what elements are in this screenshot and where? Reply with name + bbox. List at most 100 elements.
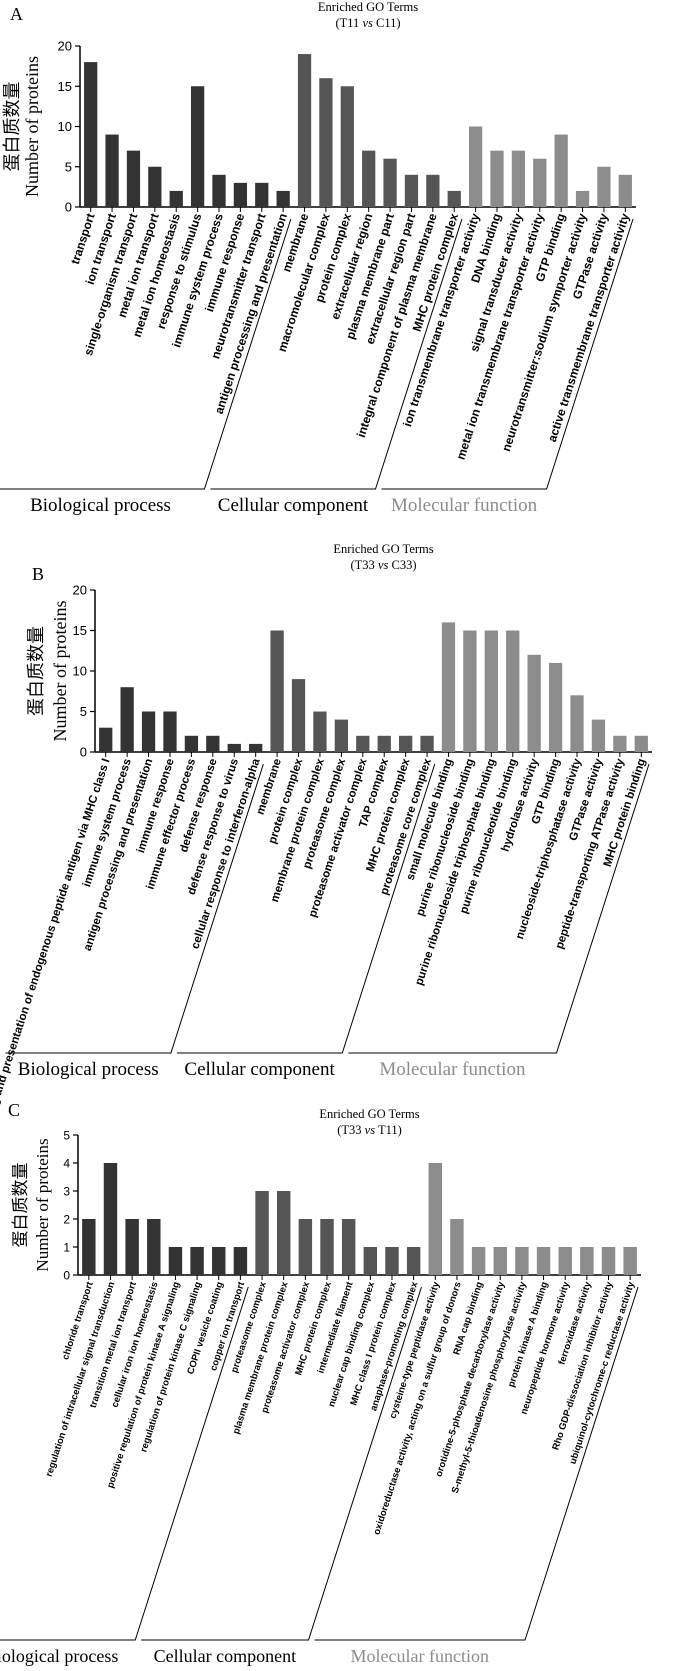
y-tick-label: 20: [73, 583, 87, 598]
bar-mf: [591, 719, 606, 752]
bar-bp: [84, 62, 98, 207]
y-axis-label: Number of proteins: [22, 56, 42, 197]
bar-cc: [291, 679, 306, 752]
group-bracket-bp: [0, 1286, 249, 1641]
y-tick-label: 3: [63, 1185, 70, 1199]
chart-title: Enriched GO Terms: [318, 0, 418, 14]
group-label-cc: Cellular component: [218, 495, 369, 516]
bar-mf: [634, 735, 648, 752]
bar-cc: [341, 1219, 356, 1275]
bar-bp: [169, 190, 183, 207]
group-bracket-cc: [176, 763, 436, 1054]
bar-bp: [184, 735, 199, 752]
y-tick-label: 1: [63, 1241, 70, 1255]
bar-bp: [276, 190, 290, 207]
bar-cc: [298, 1219, 313, 1275]
bar-cc: [334, 719, 349, 752]
bar-bp: [212, 174, 226, 207]
bar-cc: [383, 158, 397, 207]
bar-cc: [313, 711, 327, 752]
bar-mf: [601, 1247, 616, 1275]
bar-bp: [255, 182, 269, 207]
x-tick-label: antigen processing and presentation of e…: [0, 757, 113, 1200]
bar-bp: [148, 166, 162, 207]
bar-cc: [420, 735, 434, 752]
bar-mf: [533, 158, 547, 207]
bar-cc: [385, 1247, 399, 1275]
bar-cc: [356, 735, 370, 752]
bar-bp: [233, 1247, 248, 1275]
bar-mf: [511, 150, 526, 207]
group-bracket-cc: [141, 1286, 422, 1641]
bar-cc: [340, 86, 354, 207]
y-tick-label: 10: [58, 119, 72, 134]
bar-bp: [206, 735, 220, 752]
bar-bp: [190, 86, 205, 207]
y-tick-label: 5: [80, 704, 87, 719]
bar-cc: [406, 1247, 421, 1275]
bar-bp: [212, 1247, 226, 1275]
bar-bp: [125, 1219, 139, 1275]
bar-bp: [249, 743, 263, 752]
bar-mf: [623, 1247, 637, 1275]
panel-label: A: [10, 4, 23, 24]
bar-mf: [613, 735, 627, 752]
bar-bp: [168, 1247, 183, 1275]
group-bracket-mf: [381, 218, 634, 490]
bar-mf: [506, 630, 520, 752]
bar-mf: [490, 150, 504, 207]
y-axis-label-cn: 蛋白质数量: [2, 82, 22, 172]
bar-bp: [103, 1163, 118, 1275]
bar-mf: [493, 1247, 507, 1275]
bar-cc: [319, 78, 333, 207]
bar-bp: [190, 1247, 204, 1275]
bar-cc: [398, 735, 413, 752]
bar-bp: [147, 1219, 161, 1275]
bar-bp: [233, 182, 248, 207]
bar-mf: [515, 1247, 529, 1275]
group-label-mf: Molecular function: [351, 1646, 489, 1666]
bar-cc: [270, 630, 284, 752]
group-label-cc: Cellular component: [184, 1059, 335, 1080]
group-label-bp: Biological process: [0, 1646, 118, 1666]
group-bracket-cc: [210, 218, 463, 490]
chart-subtitle: (T33 vs C33): [351, 558, 417, 572]
bar-mf: [558, 1247, 572, 1275]
bar-mf: [536, 1247, 551, 1275]
y-tick-label: 5: [63, 1129, 70, 1143]
bar-bp: [126, 150, 141, 207]
y-tick-label: 4: [63, 1157, 70, 1171]
y-tick-label: 5: [65, 159, 72, 174]
panel-label: C: [8, 1100, 20, 1120]
group-label-cc: Cellular component: [154, 1646, 296, 1666]
bar-cc: [297, 54, 312, 207]
bar-mf: [527, 654, 541, 752]
bar-cc: [320, 1219, 334, 1275]
bar-cc: [363, 1247, 378, 1275]
bar-bp: [82, 1219, 96, 1275]
y-tick-label: 0: [63, 1269, 70, 1283]
bar-bp: [141, 711, 156, 752]
bar-mf: [575, 190, 590, 207]
bar-mf: [468, 126, 483, 207]
bar-mf: [471, 1247, 486, 1275]
panel-label: B: [32, 564, 44, 584]
y-axis-label: Number of proteins: [50, 601, 70, 742]
bar-cc: [426, 174, 440, 207]
y-axis-label-cn: 蛋白质数量: [26, 626, 46, 716]
chart-subtitle: (T33 vs T11): [337, 1123, 402, 1137]
y-tick-label: 0: [80, 745, 87, 760]
y-tick-label: 10: [73, 664, 87, 679]
bar-mf: [618, 174, 632, 207]
bar-cc: [404, 174, 419, 207]
chart-subtitle: (T11 vs C11): [335, 16, 400, 30]
bar-mf: [548, 662, 563, 752]
bar-bp: [105, 134, 119, 207]
bar-cc: [276, 1191, 291, 1275]
group-label-bp: Biological process: [30, 495, 171, 516]
chart-panel-c: C Enriched GO Terms (T33 vs T11) 蛋白质数量 Numbe…: [0, 1100, 641, 1666]
bar-bp: [120, 687, 134, 752]
y-axis-label-cn: 蛋白质数量: [11, 1163, 30, 1248]
bar-cc: [255, 1191, 269, 1275]
